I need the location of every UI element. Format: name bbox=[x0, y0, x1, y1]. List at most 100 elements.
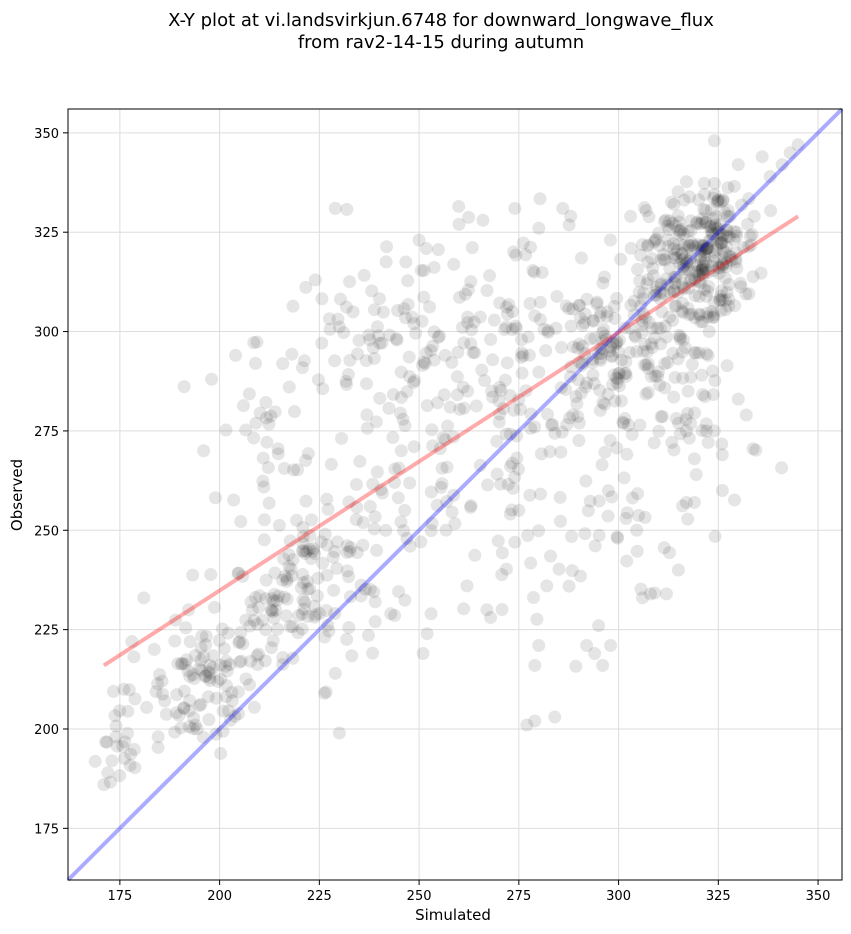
data-point bbox=[720, 285, 734, 299]
data-point bbox=[265, 603, 279, 617]
data-point bbox=[268, 405, 282, 419]
data-point bbox=[667, 270, 681, 284]
data-point bbox=[580, 639, 594, 653]
x-axis-label: Simulated bbox=[415, 906, 491, 924]
data-point bbox=[672, 416, 686, 430]
data-point bbox=[624, 298, 638, 312]
y-tick-label: 250 bbox=[34, 524, 59, 539]
data-point bbox=[318, 527, 332, 541]
data-point bbox=[685, 357, 699, 371]
data-point bbox=[283, 619, 297, 633]
data-point bbox=[120, 726, 134, 740]
data-point bbox=[598, 445, 612, 459]
data-point bbox=[716, 258, 730, 272]
data-point bbox=[340, 377, 354, 391]
data-point bbox=[283, 534, 297, 548]
data-point bbox=[724, 250, 738, 264]
data-point bbox=[500, 356, 514, 370]
data-point bbox=[599, 332, 613, 346]
data-point bbox=[637, 201, 651, 215]
data-point bbox=[572, 416, 586, 430]
data-point bbox=[671, 185, 685, 199]
data-point bbox=[259, 623, 273, 637]
data-point bbox=[675, 304, 689, 318]
data-point bbox=[461, 283, 475, 297]
data-point bbox=[681, 512, 695, 526]
data-point bbox=[180, 653, 194, 667]
data-point bbox=[365, 284, 379, 298]
data-point bbox=[219, 690, 233, 704]
data-point bbox=[440, 495, 454, 509]
data-point bbox=[674, 223, 688, 237]
data-point bbox=[405, 310, 419, 324]
data-point bbox=[576, 356, 590, 370]
x-axis-ticks: 175 200 225 250 275 300 325 350 bbox=[107, 880, 830, 904]
data-point bbox=[672, 224, 686, 238]
data-point bbox=[763, 170, 777, 184]
data-point bbox=[282, 559, 296, 573]
data-point bbox=[382, 401, 396, 415]
data-point bbox=[564, 319, 578, 333]
data-point bbox=[712, 261, 726, 275]
data-point bbox=[527, 590, 541, 604]
data-point bbox=[402, 350, 416, 364]
data-point bbox=[667, 251, 681, 265]
data-point bbox=[327, 583, 341, 597]
data-point bbox=[672, 328, 686, 342]
data-point bbox=[624, 209, 638, 223]
data-point bbox=[219, 423, 233, 437]
data-point bbox=[305, 513, 319, 527]
data-point bbox=[432, 329, 446, 343]
data-point bbox=[183, 694, 197, 708]
data-point bbox=[302, 542, 316, 556]
data-point bbox=[124, 747, 138, 761]
data-point bbox=[494, 383, 508, 397]
data-point bbox=[295, 622, 309, 636]
data-point bbox=[698, 187, 712, 201]
data-point bbox=[560, 418, 574, 432]
data-point bbox=[685, 307, 699, 321]
data-point bbox=[363, 333, 377, 347]
data-point bbox=[590, 297, 604, 311]
data-point bbox=[424, 524, 438, 538]
data-point bbox=[729, 252, 743, 266]
data-point bbox=[683, 255, 697, 269]
data-point bbox=[247, 336, 261, 350]
y-tick-label: 225 bbox=[34, 624, 59, 639]
data-point bbox=[149, 685, 163, 699]
data-point bbox=[559, 382, 573, 396]
data-point bbox=[729, 245, 743, 259]
data-point bbox=[127, 743, 141, 757]
data-point bbox=[578, 527, 592, 541]
data-point bbox=[775, 158, 789, 172]
data-point bbox=[716, 227, 730, 241]
data-point bbox=[645, 341, 659, 355]
data-point bbox=[579, 474, 593, 488]
data-point bbox=[243, 678, 257, 692]
data-point bbox=[588, 539, 602, 553]
data-point bbox=[244, 654, 258, 668]
data-point bbox=[643, 587, 657, 601]
data-point bbox=[749, 443, 763, 457]
data-point bbox=[612, 367, 626, 381]
data-point bbox=[492, 394, 506, 408]
data-point bbox=[500, 307, 514, 321]
data-point bbox=[673, 228, 687, 242]
data-point bbox=[247, 431, 261, 445]
data-point bbox=[394, 390, 408, 404]
data-point bbox=[514, 350, 528, 364]
data-point bbox=[257, 513, 271, 527]
data-point bbox=[704, 219, 718, 233]
y-tick-label: 175 bbox=[34, 822, 59, 837]
data-point bbox=[641, 239, 655, 253]
data-point bbox=[370, 543, 384, 557]
data-point bbox=[704, 234, 718, 248]
data-point bbox=[734, 276, 748, 290]
data-point bbox=[532, 221, 546, 235]
data-point bbox=[636, 292, 650, 306]
data-point bbox=[182, 720, 196, 734]
data-point bbox=[731, 392, 745, 406]
data-point bbox=[372, 292, 386, 306]
data-point bbox=[583, 494, 597, 508]
data-point bbox=[287, 463, 301, 477]
